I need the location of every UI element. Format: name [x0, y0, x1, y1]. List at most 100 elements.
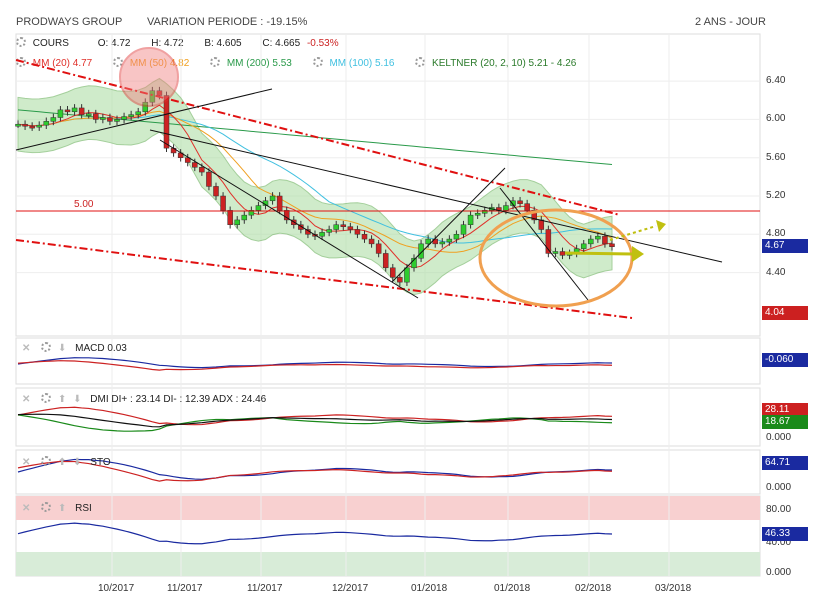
arrow-down-icon[interactable]: ⬇ — [57, 343, 67, 354]
candle — [128, 114, 134, 117]
candle — [283, 210, 290, 221]
y-tick-label: 5.20 — [766, 190, 786, 201]
rsi-label: RSI — [75, 503, 92, 514]
candle — [602, 235, 608, 245]
candle — [163, 95, 170, 149]
y-tick-label: 6.40 — [766, 75, 786, 87]
gear-icon[interactable] — [16, 57, 26, 67]
rsi-zero: 0.000 — [766, 567, 792, 578]
close-icon[interactable]: ✕ — [22, 394, 31, 405]
x-tick-label: 01/2018 — [494, 583, 531, 594]
candle — [453, 234, 460, 240]
candle — [43, 121, 50, 126]
highlight-circle-red — [119, 47, 179, 107]
breakout-arrow-shaft — [564, 251, 633, 256]
candle — [107, 117, 113, 122]
candle — [340, 224, 347, 227]
arrow-up-icon[interactable]: ⬆ — [57, 457, 67, 468]
sto-label: STO — [90, 457, 111, 468]
candle — [404, 267, 410, 283]
gear-icon[interactable] — [415, 57, 426, 67]
close-icon[interactable]: ✕ — [22, 343, 31, 354]
gear-icon[interactable] — [41, 456, 52, 466]
candle — [276, 195, 283, 211]
candle — [248, 210, 255, 216]
rsi-overbought-zone — [16, 496, 760, 520]
y-tick-label: 4.40 — [766, 266, 786, 278]
x-tick-label: 02/2018 — [575, 583, 612, 594]
macd-header: ✕ ⬇ MACD 0.03 — [22, 342, 127, 354]
arrow-down-icon[interactable]: ⬇ — [73, 394, 82, 405]
keltner-fill — [17, 77, 613, 296]
sto-tag: 64.71 — [762, 456, 808, 470]
breakout-arrow-head — [632, 246, 644, 262]
low-tag: 4.04 — [762, 306, 808, 320]
variation-label-text: VARIATION PERIODE : — [147, 16, 264, 28]
price-legend: COURS O: 4.72 H: 4.72 B: 4.605 C: 4.665 … — [16, 37, 343, 49]
candle — [149, 90, 156, 103]
gear-icon[interactable] — [41, 502, 52, 512]
open-value: O: 4.72 — [97, 38, 131, 49]
candle — [538, 219, 545, 230]
close-icon[interactable]: ✕ — [22, 503, 31, 514]
x-tick-label: 12/2017 — [332, 583, 369, 594]
close-value: C: 4.665 — [262, 38, 301, 49]
trend-drawings — [15, 47, 760, 319]
candle — [382, 253, 389, 269]
arrow-up-icon[interactable]: ⬆ — [57, 394, 67, 405]
mm100-legend: MM (100) 5.16 — [329, 58, 395, 69]
candle — [100, 117, 106, 120]
level-label: 5.00 — [74, 199, 94, 210]
macd-value: 0.03 — [107, 343, 127, 354]
period-selector[interactable]: 2 ANS - JOUR — [695, 16, 766, 28]
candle — [64, 109, 71, 113]
candle — [552, 251, 559, 254]
dmi-tag-red: 28.11 — [762, 403, 808, 417]
gear-icon[interactable] — [312, 57, 323, 67]
projection-arrow-head — [656, 220, 666, 232]
candle — [545, 229, 552, 254]
candle — [227, 210, 233, 225]
change-value: -0.53% — [306, 38, 339, 49]
price-panel-frame — [15, 33, 761, 337]
y-tick-label: 5.60 — [766, 151, 786, 163]
close-icon[interactable]: ✕ — [22, 457, 31, 468]
candle — [234, 219, 240, 225]
candle — [481, 210, 488, 214]
candle — [206, 171, 212, 187]
candle — [588, 238, 594, 245]
candle — [142, 101, 149, 113]
candle — [609, 243, 615, 247]
keltner-legend: KELTNER (20, 2, 10) 5.21 - 4.26 — [432, 58, 577, 69]
sto-zero: 0.000 — [766, 482, 792, 493]
x-tick-label: 11/2017 — [167, 583, 203, 594]
gear-icon[interactable] — [41, 393, 52, 403]
candle — [36, 124, 42, 128]
y-tick-label: 6.00 — [766, 113, 786, 125]
gear-icon[interactable] — [210, 57, 221, 67]
rsi-mid: 40.00 — [766, 537, 792, 548]
candle — [93, 113, 99, 120]
candle — [241, 214, 248, 221]
dmi-label: DMI DI+ : 23.14 DI- : 12.39 ADX : 24.46 — [90, 394, 267, 405]
dmi-panel-frame — [15, 387, 761, 447]
variation-value: -19.15% — [266, 16, 308, 28]
candle — [418, 243, 424, 259]
mm50-legend: MM (50) 4.82 — [129, 58, 190, 69]
price-tag: 4.67 — [762, 239, 808, 253]
gear-icon[interactable] — [16, 37, 26, 47]
candle — [510, 200, 516, 206]
trend-line-rebound — [391, 167, 506, 283]
candle — [333, 224, 339, 230]
candle — [156, 90, 163, 96]
arrow-up-icon[interactable]: ⬆ — [57, 503, 67, 514]
gear-icon[interactable] — [113, 57, 124, 67]
candle — [85, 113, 92, 116]
candle — [29, 125, 35, 129]
macd-panel-frame — [15, 337, 761, 385]
candle — [50, 117, 57, 122]
gear-icon[interactable] — [41, 342, 52, 352]
rsi-top: 80.00 — [766, 504, 792, 515]
dmi-plus-line — [17, 406, 613, 426]
arrow-down-icon[interactable]: ⬇ — [73, 457, 82, 468]
